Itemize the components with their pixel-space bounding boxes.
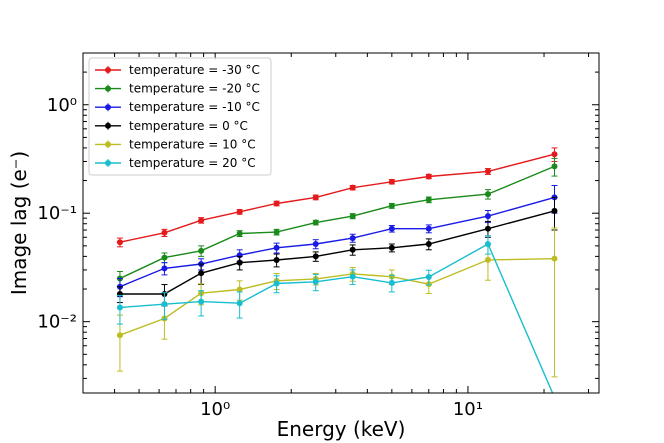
data-point <box>484 241 491 248</box>
data-point <box>425 196 432 203</box>
data-point <box>425 173 432 180</box>
series-group <box>116 157 558 288</box>
data-point <box>161 229 168 236</box>
data-point <box>312 219 319 226</box>
data-point <box>425 225 432 232</box>
data-point <box>484 168 491 175</box>
data-point <box>551 207 558 214</box>
data-point <box>273 200 280 207</box>
data-point <box>484 256 491 263</box>
data-point <box>349 246 356 253</box>
series-line <box>119 243 554 393</box>
data-point <box>551 151 558 158</box>
data-point <box>551 163 558 170</box>
legend-marker <box>105 141 111 148</box>
legend-marker <box>105 104 111 111</box>
data-point <box>312 194 319 201</box>
data-point <box>349 184 356 191</box>
data-point <box>236 208 243 215</box>
data-point <box>312 253 319 260</box>
legend-marker <box>105 67 111 73</box>
data-point <box>349 273 356 280</box>
data-point <box>236 300 243 307</box>
series-layer <box>116 147 558 400</box>
y-axis-label: Image lag (e⁻) <box>7 151 31 295</box>
data-point <box>484 213 491 220</box>
data-point <box>236 286 243 293</box>
series-group <box>116 185 558 298</box>
data-point <box>484 191 491 198</box>
data-point <box>116 239 123 246</box>
data-point <box>551 394 557 400</box>
data-point <box>551 255 558 262</box>
data-point <box>198 247 205 254</box>
data-point <box>388 279 395 286</box>
series-line <box>119 210 555 295</box>
data-point <box>273 280 280 287</box>
legend-marker <box>105 85 111 92</box>
data-point <box>161 301 168 308</box>
data-point <box>388 202 395 209</box>
series-line <box>119 258 555 336</box>
data-point <box>198 270 205 277</box>
data-point <box>161 265 168 272</box>
x-tick-label: 10¹ <box>453 399 483 420</box>
legend-label: temperature = -10 °C <box>129 100 260 114</box>
data-point <box>425 274 432 281</box>
data-point <box>161 254 168 261</box>
y-tick-label: 10⁰ <box>47 95 77 116</box>
data-point <box>236 259 243 266</box>
y-tick-label: 10⁻² <box>37 312 77 333</box>
data-point <box>198 298 205 305</box>
data-point <box>236 230 243 237</box>
legend: temperature = -30 °C temperature = -20 °C… <box>88 57 272 176</box>
legend-label: temperature = -30 °C <box>129 63 260 77</box>
legend-label: temperature = 0 °C <box>129 119 248 133</box>
legend-label: temperature = 20 °C <box>129 156 256 170</box>
data-point <box>273 244 280 251</box>
data-point <box>116 304 123 311</box>
data-point <box>484 225 491 232</box>
data-point <box>425 241 432 248</box>
y-tick-label: 10⁻¹ <box>37 203 77 224</box>
data-point <box>349 213 356 220</box>
legend-label: temperature = -20 °C <box>129 82 260 96</box>
data-point <box>312 241 319 248</box>
data-point <box>116 332 123 339</box>
axis-ticks: 10⁰ 10¹ 10⁻² 10⁻¹ 10⁰ <box>37 52 599 420</box>
series-group <box>116 235 557 400</box>
data-point <box>312 278 319 285</box>
legend-label: temperature = 10 °C <box>129 137 256 151</box>
data-point <box>388 244 395 251</box>
data-point <box>198 217 205 224</box>
series-group <box>116 147 558 248</box>
plot-frame <box>82 52 600 394</box>
data-point <box>349 235 356 242</box>
legend-marker <box>105 122 111 129</box>
data-point <box>388 178 395 185</box>
data-point <box>273 257 280 264</box>
data-point <box>388 225 395 232</box>
x-axis-label: Energy (keV) <box>277 417 406 441</box>
legend-marker <box>105 160 111 166</box>
x-tick-label: 10⁰ <box>200 399 230 420</box>
data-point <box>273 229 280 236</box>
legend-box <box>88 57 272 176</box>
